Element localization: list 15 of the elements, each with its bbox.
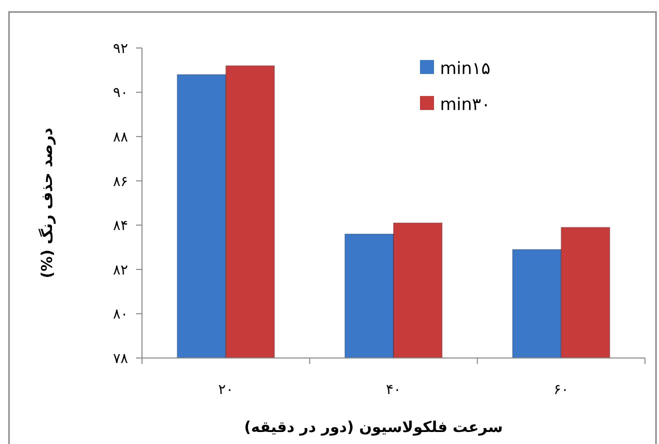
y-tick-label: ۷۸ (112, 350, 128, 367)
y-tick-label: ۹۰ (112, 85, 128, 102)
x-tick-label: ۶۰ (554, 382, 569, 398)
legend-label: min۳۰ (440, 94, 490, 115)
y-tick-label: ۸۶ (112, 174, 128, 190)
legend-label: min۱۵ (440, 58, 490, 79)
y-axis-title: درصد حذف رنگ (%) (38, 127, 56, 278)
y-tick-label: ۸۰ (112, 306, 128, 323)
x-tick-label: ۲۰ (218, 382, 234, 398)
y-tick-label: ۸۲ (112, 262, 128, 278)
y-tick-label: ۸۴ (112, 218, 128, 234)
x-axis-title: سرعت فلکولاسیون (دور در دقیقه) (244, 418, 503, 436)
x-tick-label: ۴۰ (386, 382, 402, 398)
y-tick-label: ۸۸ (112, 129, 128, 146)
y-tick-label: ۹۲ (112, 40, 128, 57)
